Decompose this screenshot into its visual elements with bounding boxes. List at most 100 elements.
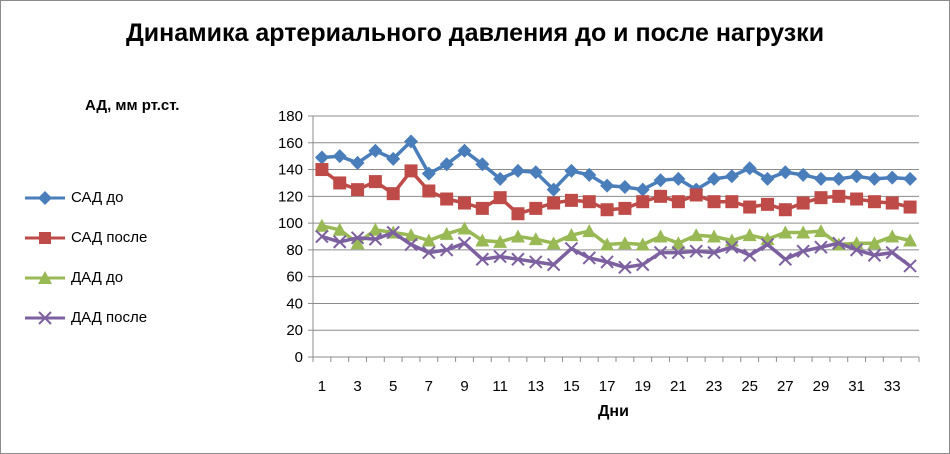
x-tick-label: 1 <box>318 378 326 395</box>
data-point <box>510 163 525 178</box>
data-point <box>707 171 722 186</box>
data-point-stroke <box>636 257 650 272</box>
data-point <box>760 237 775 252</box>
data-point <box>849 169 864 184</box>
data-point <box>617 236 632 250</box>
data-point-stroke <box>849 243 864 257</box>
data-point <box>903 200 917 214</box>
data-point <box>582 195 596 209</box>
data-point-stroke <box>742 248 757 262</box>
data-point-stroke <box>564 241 579 256</box>
data-point-stroke <box>493 249 507 264</box>
data-point <box>814 240 828 254</box>
data-point-stroke <box>350 231 365 245</box>
legend-label: САД после <box>71 229 148 246</box>
data-point <box>760 171 775 186</box>
x-tick-label: 19 <box>634 378 651 395</box>
data-point <box>885 229 900 243</box>
x-tick-label: 29 <box>813 378 830 395</box>
data-point <box>457 236 472 250</box>
data-point <box>386 151 401 166</box>
x-tick-label: 17 <box>599 378 616 395</box>
data-point <box>778 225 793 239</box>
data-point-stroke <box>903 259 917 273</box>
data-point <box>493 191 507 205</box>
data-point-stroke <box>867 248 882 262</box>
data-point <box>511 207 525 221</box>
data-point <box>653 173 668 188</box>
data-point <box>457 221 472 235</box>
data-point <box>333 235 347 249</box>
y-tick-label: 20 <box>286 322 303 339</box>
data-point <box>867 236 882 250</box>
data-point <box>707 195 721 209</box>
data-point <box>707 245 721 260</box>
data-point <box>511 252 525 266</box>
data-point-stroke <box>725 240 739 254</box>
x-tick-label: 15 <box>563 378 580 395</box>
data-point <box>671 195 685 209</box>
data-point-stroke <box>404 237 418 252</box>
data-point <box>600 237 615 251</box>
series-line-2 <box>320 168 911 216</box>
data-point-stroke <box>511 252 525 266</box>
data-point-stroke <box>333 235 347 249</box>
data-point <box>582 251 596 265</box>
data-point <box>796 167 811 182</box>
data-point <box>350 155 365 170</box>
data-point-stroke <box>618 260 632 275</box>
data-point <box>742 248 757 262</box>
legend-marker-square-icon <box>25 232 65 244</box>
data-point <box>350 231 365 245</box>
data-point <box>564 241 579 256</box>
legend-item-dad-do: ДАД до <box>23 265 193 291</box>
data-point <box>814 191 828 205</box>
data-point <box>778 252 793 266</box>
data-point <box>564 228 579 242</box>
data-point <box>813 224 828 238</box>
data-point <box>635 237 650 251</box>
data-point-stroke <box>707 245 721 260</box>
data-point-stroke <box>760 237 775 252</box>
legend-item-sad-do: САД до <box>23 185 193 211</box>
x-tick-label: 5 <box>389 378 397 395</box>
data-point <box>903 259 917 273</box>
data-point-stroke <box>671 245 686 260</box>
legend-item-sad-posle: САД после <box>23 225 193 251</box>
data-point <box>404 228 419 242</box>
x-tick-label: 27 <box>777 378 794 395</box>
data-point <box>440 192 454 206</box>
data-point <box>617 179 632 194</box>
data-point <box>778 203 792 217</box>
data-point <box>529 255 543 269</box>
data-point <box>332 149 347 164</box>
data-point <box>351 183 365 197</box>
y-tick-label: 40 <box>286 295 303 312</box>
data-point <box>832 236 846 250</box>
x-axis-title: Дни <box>598 403 629 420</box>
legend-marker-x-icon <box>25 311 65 325</box>
series-layer <box>314 134 918 275</box>
data-point-stroke <box>778 252 793 266</box>
data-point-stroke <box>832 236 846 250</box>
chart-title: Динамика артериального давления до и пос… <box>125 19 825 47</box>
data-point <box>458 196 471 210</box>
data-point <box>546 182 561 197</box>
data-point <box>689 244 703 258</box>
data-point <box>386 187 400 201</box>
data-point <box>368 222 383 236</box>
data-point <box>796 225 811 239</box>
data-point-stroke <box>439 243 454 257</box>
data-point <box>582 167 597 182</box>
data-point <box>885 170 900 185</box>
data-point <box>724 169 739 184</box>
data-point <box>831 171 846 186</box>
data-point <box>333 176 347 190</box>
data-point <box>350 236 365 250</box>
data-point <box>368 175 382 189</box>
y-tick-label: 80 <box>286 242 303 259</box>
data-point-stroke <box>600 255 614 269</box>
data-point <box>510 229 525 243</box>
